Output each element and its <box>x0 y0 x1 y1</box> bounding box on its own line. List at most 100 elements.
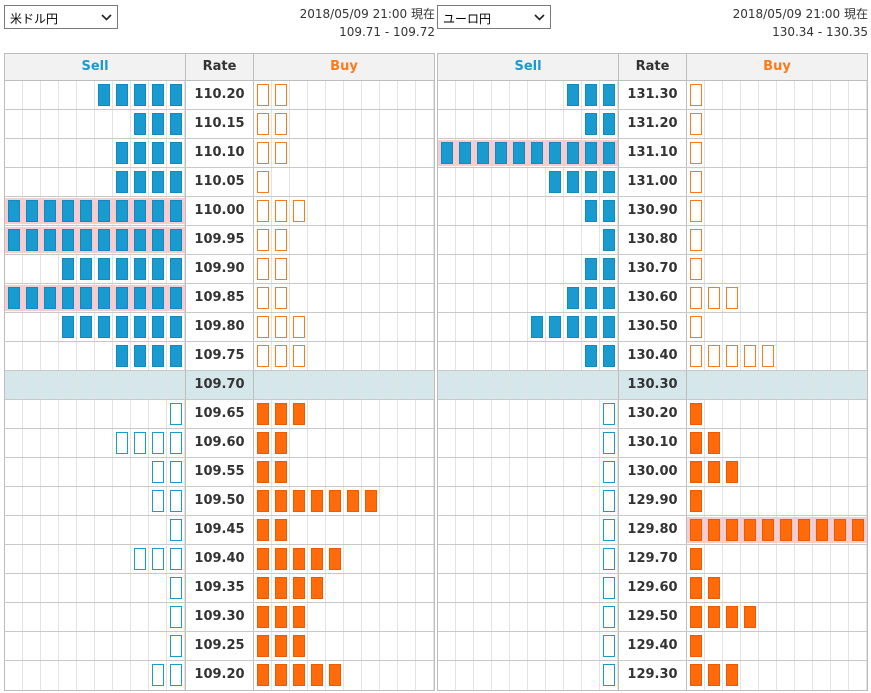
grid-slot <box>290 458 308 486</box>
grid-slot <box>362 110 380 138</box>
sell-order-block <box>26 287 38 309</box>
grid-slot <box>849 110 867 138</box>
grid-slot <box>272 661 290 690</box>
grid-slot <box>831 632 849 660</box>
table-row: 109.75 <box>5 342 434 371</box>
grid-slot <box>326 400 344 428</box>
grid-slot <box>149 168 167 196</box>
table-row: 110.15 <box>5 110 434 139</box>
grid-slot <box>582 284 600 312</box>
grid-slot <box>831 429 849 457</box>
buy-cell <box>254 110 434 138</box>
grid-slot <box>290 284 308 312</box>
grid-slot <box>795 313 813 341</box>
sell-order-block <box>170 258 182 280</box>
grid-slot <box>272 197 290 225</box>
grid-slot <box>777 110 795 138</box>
grid-slot <box>546 197 564 225</box>
current-rate-row: 109.70 <box>5 371 434 400</box>
grid-slot <box>290 632 308 660</box>
sell-order-block <box>152 345 164 367</box>
buy-order-block <box>329 664 341 686</box>
buy-order-block <box>780 519 792 541</box>
grid-slot <box>813 661 831 690</box>
buy-order-block <box>275 461 287 483</box>
grid-slot <box>600 371 618 399</box>
grid-slot <box>416 400 434 428</box>
grid-slot <box>795 168 813 196</box>
buy-cell <box>254 545 434 573</box>
sell-order-block <box>134 171 146 193</box>
grid-slot <box>23 429 41 457</box>
buy-order-block <box>311 548 323 570</box>
grid-slot <box>254 226 272 254</box>
grid-slot <box>705 313 723 341</box>
sell-order-block <box>170 200 182 222</box>
sell-order-block <box>134 229 146 251</box>
grid-slot <box>759 574 777 602</box>
rate-cell: 110.00 <box>185 197 254 225</box>
currency-pair-select[interactable]: ユーロ円 <box>437 5 551 29</box>
grid-slot <box>290 168 308 196</box>
currency-pair-select[interactable]: 米ドル円 <box>4 5 118 29</box>
grid-slot <box>167 661 185 690</box>
grid-slot <box>272 110 290 138</box>
grid-slot <box>456 371 474 399</box>
buy-position-block <box>257 287 269 309</box>
grid-slot <box>456 226 474 254</box>
grid-slot <box>5 81 23 109</box>
grid-slot <box>416 603 434 631</box>
grid-slot <box>254 574 272 602</box>
grid-slot <box>510 371 528 399</box>
buy-cell <box>687 342 867 370</box>
grid-slot <box>687 342 705 370</box>
buy-cell <box>687 429 867 457</box>
grid-slot <box>254 516 272 544</box>
table-row: 110.10 <box>5 139 434 168</box>
grid-slot <box>95 168 113 196</box>
grid-slot <box>362 371 380 399</box>
grid-slot <box>741 458 759 486</box>
grid-slot <box>528 313 546 341</box>
grid-slot <box>308 429 326 457</box>
sell-order-block <box>531 142 543 164</box>
grid-slot <box>59 574 77 602</box>
sell-cell <box>438 168 618 196</box>
grid-slot <box>723 603 741 631</box>
grid-slot <box>849 400 867 428</box>
sell-position-block <box>603 548 615 570</box>
sell-order-block <box>603 171 615 193</box>
grid-slot <box>344 168 362 196</box>
grid-slot <box>723 661 741 690</box>
eurjpy-panel: ユーロ円 2018/05/09 21:00 現在 130.34 - 130.35… <box>437 0 868 693</box>
grid-slot <box>149 81 167 109</box>
grid-slot <box>528 545 546 573</box>
grid-slot <box>326 226 344 254</box>
grid-slot <box>326 516 344 544</box>
grid-slot <box>167 487 185 515</box>
grid-slot <box>687 632 705 660</box>
grid-slot <box>582 400 600 428</box>
grid-slot <box>113 516 131 544</box>
grid-slot <box>564 632 582 660</box>
buy-order-block <box>275 432 287 454</box>
grid-slot <box>344 516 362 544</box>
grid-slot <box>723 313 741 341</box>
grid-slot <box>167 516 185 544</box>
grid-slot <box>344 110 362 138</box>
grid-slot <box>272 284 290 312</box>
grid-slot <box>510 603 528 631</box>
table-row: 109.55 <box>5 458 434 487</box>
buy-order-block <box>834 519 846 541</box>
grid-slot <box>849 284 867 312</box>
sell-cell <box>438 574 618 602</box>
buy-cell <box>687 197 867 225</box>
grid-slot <box>438 487 456 515</box>
grid-slot <box>362 168 380 196</box>
grid-slot <box>131 168 149 196</box>
grid-slot <box>131 139 149 167</box>
grid-slot <box>77 429 95 457</box>
sell-order-block <box>116 345 128 367</box>
grid-slot <box>564 458 582 486</box>
grid-slot <box>131 574 149 602</box>
